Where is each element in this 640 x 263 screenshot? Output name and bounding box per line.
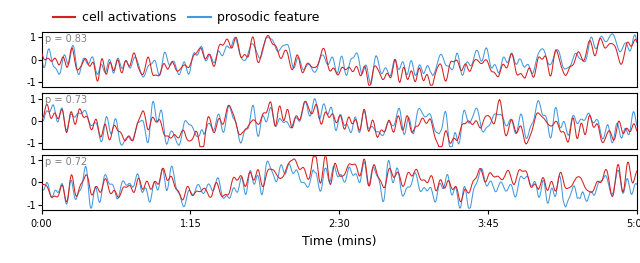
cell activations	[365, 84, 372, 87]
Text: p = 0.73: p = 0.73	[45, 95, 86, 105]
prosodic feature	[116, 142, 124, 145]
Line: cell activations: cell activations	[42, 100, 637, 147]
Text: p = 0.83: p = 0.83	[45, 34, 86, 44]
prosodic feature	[38, 116, 45, 119]
Line: cell activations: cell activations	[42, 36, 637, 85]
Line: prosodic feature: prosodic feature	[42, 160, 637, 208]
prosodic feature	[296, 119, 303, 123]
prosodic feature	[138, 119, 146, 122]
prosodic feature	[311, 97, 319, 100]
cell activations	[38, 51, 45, 54]
prosodic feature	[38, 187, 45, 190]
cell activations	[116, 193, 124, 196]
prosodic feature	[364, 123, 371, 126]
cell activations	[116, 69, 124, 72]
cell activations	[364, 76, 371, 79]
prosodic feature	[239, 179, 246, 182]
cell activations	[633, 169, 640, 173]
cell activations	[238, 56, 246, 59]
prosodic feature	[351, 55, 358, 58]
cell activations	[296, 64, 304, 67]
prosodic feature	[296, 58, 303, 61]
prosodic feature	[238, 57, 246, 60]
cell activations	[496, 98, 504, 101]
Line: prosodic feature: prosodic feature	[42, 99, 637, 147]
Line: prosodic feature: prosodic feature	[42, 34, 637, 84]
cell activations	[351, 67, 358, 70]
Line: cell activations: cell activations	[42, 157, 637, 202]
cell activations	[138, 73, 146, 76]
prosodic feature	[633, 183, 640, 186]
prosodic feature	[116, 64, 124, 67]
Text: p = 0.72: p = 0.72	[45, 157, 87, 167]
cell activations	[364, 125, 371, 128]
prosodic feature	[367, 82, 374, 85]
cell activations	[457, 200, 465, 203]
cell activations	[196, 145, 204, 148]
cell activations	[296, 117, 304, 120]
prosodic feature	[138, 74, 146, 77]
prosodic feature	[117, 184, 125, 187]
cell activations	[351, 163, 358, 166]
prosodic feature	[296, 179, 304, 182]
prosodic feature	[87, 206, 95, 210]
cell activations	[238, 176, 246, 179]
cell activations	[309, 155, 317, 158]
cell activations	[239, 131, 246, 134]
cell activations	[138, 186, 146, 189]
cell activations	[351, 119, 358, 122]
prosodic feature	[351, 116, 358, 119]
cell activations	[296, 168, 303, 171]
cell activations	[633, 129, 640, 133]
prosodic feature	[138, 191, 146, 194]
cell activations	[38, 115, 45, 118]
prosodic feature	[385, 159, 392, 162]
cell activations	[364, 176, 371, 179]
prosodic feature	[351, 173, 358, 176]
prosodic feature	[633, 124, 640, 127]
Legend: cell activations, prosodic feature: cell activations, prosodic feature	[48, 6, 324, 29]
cell activations	[633, 40, 640, 43]
prosodic feature	[364, 179, 371, 182]
prosodic feature	[238, 139, 246, 142]
prosodic feature	[609, 32, 616, 36]
cell activations	[116, 130, 124, 134]
prosodic feature	[446, 145, 454, 148]
prosodic feature	[363, 65, 371, 68]
cell activations	[138, 110, 146, 114]
cell activations	[38, 185, 45, 188]
prosodic feature	[633, 41, 640, 44]
prosodic feature	[38, 56, 45, 59]
X-axis label: Time (mins): Time (mins)	[302, 235, 376, 248]
cell activations	[264, 34, 272, 37]
